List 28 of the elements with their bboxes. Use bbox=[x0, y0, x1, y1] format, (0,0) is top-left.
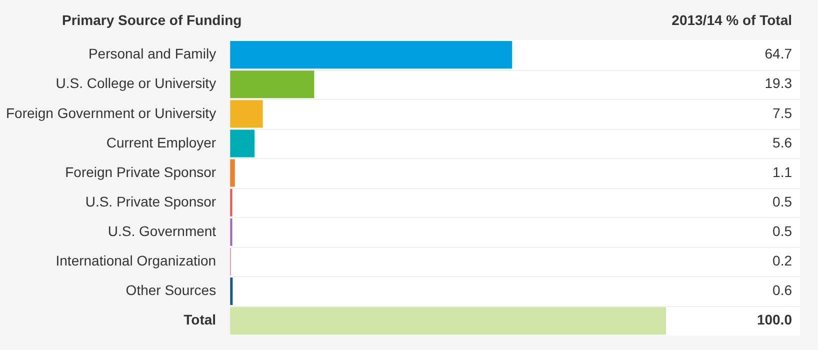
y-tick-label: International Organization bbox=[56, 252, 216, 269]
data-label: 7.5 bbox=[772, 104, 792, 121]
bar bbox=[230, 130, 254, 158]
y-axis-title: Primary Source of Funding bbox=[62, 12, 242, 28]
data-label: 0.5 bbox=[772, 223, 792, 239]
bar bbox=[230, 70, 314, 98]
y-tick-label: Current Employer bbox=[106, 134, 216, 150]
bar bbox=[230, 159, 235, 187]
bar bbox=[230, 307, 666, 335]
y-tick-label: Personal and Family bbox=[88, 46, 216, 62]
y-tick-label: Total bbox=[184, 312, 216, 328]
y-tick-label: Foreign Government or University bbox=[6, 104, 216, 121]
data-label: 0.5 bbox=[772, 193, 792, 210]
data-label: 0.2 bbox=[772, 252, 792, 269]
y-tick-label: U.S. Government bbox=[108, 223, 216, 239]
data-label: 0.6 bbox=[772, 282, 792, 298]
data-label: 64.7 bbox=[764, 46, 792, 62]
y-tick-label: U.S. Private Sponsor bbox=[85, 193, 216, 210]
data-label: 5.6 bbox=[772, 134, 792, 150]
y-tick-label: Foreign Private Sponsor bbox=[65, 164, 216, 180]
y-tick-label: Other Sources bbox=[126, 282, 216, 298]
bar bbox=[230, 41, 512, 69]
data-label: 1.1 bbox=[772, 164, 792, 180]
data-label: 19.3 bbox=[764, 75, 792, 92]
x-axis-title: 2013/14 % of Total bbox=[672, 12, 792, 28]
y-tick-label: U.S. College or University bbox=[56, 75, 216, 92]
bar bbox=[230, 100, 263, 128]
data-label: 100.0 bbox=[756, 312, 792, 328]
